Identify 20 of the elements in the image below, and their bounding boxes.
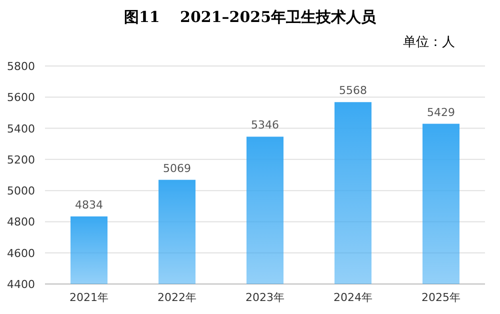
y-tick-label: 5400 — [7, 122, 35, 136]
y-tick-label: 4800 — [7, 216, 35, 229]
x-tick-label: 2025年 — [422, 291, 460, 304]
data-label: 5568 — [339, 84, 367, 98]
x-tick-label: 2022年 — [158, 291, 196, 304]
y-tick-label: 4400 — [7, 278, 35, 291]
data-label: 5429 — [427, 106, 455, 119]
y-tick-label: 5200 — [7, 153, 35, 166]
y-tick-label: 5000 — [7, 184, 35, 198]
y-tick-label: 5800 — [7, 60, 35, 73]
x-tick-label: 2024年 — [334, 291, 372, 304]
x-tick-label: 2021年 — [70, 291, 108, 304]
data-label: 5069 — [163, 162, 191, 175]
y-tick-label: 4600 — [7, 246, 35, 260]
data-label: 5346 — [251, 118, 279, 132]
x-tick-label: 2023年 — [246, 291, 284, 304]
chart-subtitle: 单位：人 — [403, 35, 455, 50]
chart-title: 图11 2021–2025年卫生技术人员 — [124, 8, 378, 26]
data-label: 4834 — [75, 198, 103, 212]
y-tick-label: 5600 — [7, 91, 35, 104]
